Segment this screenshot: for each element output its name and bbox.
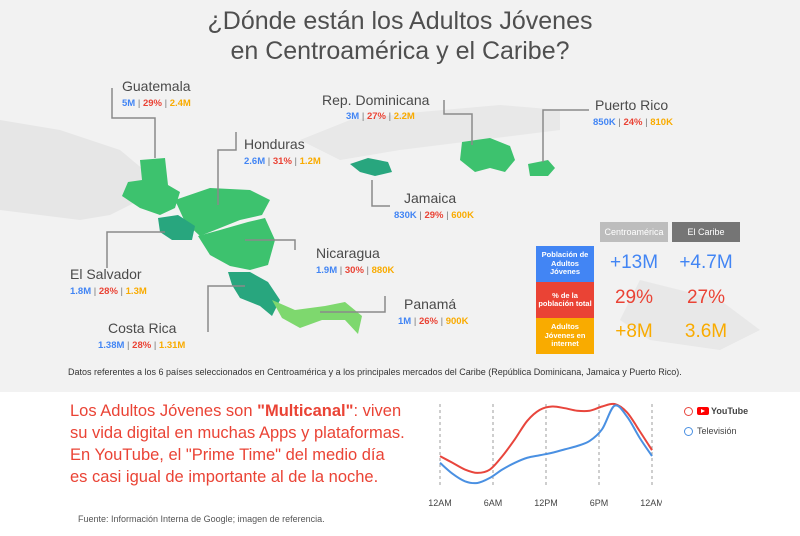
table-label-porcentaje: % de la población total xyxy=(536,282,594,318)
map-svg xyxy=(0,88,760,350)
legend-youtube-label: YouTube xyxy=(711,406,749,416)
jamaica-connector xyxy=(371,180,390,207)
legend-youtube-marker xyxy=(684,406,693,416)
legend-tv-label: Televisión xyxy=(697,426,737,436)
youtube-logo-icon xyxy=(697,407,709,415)
costa-rica-name: Costa Rica xyxy=(108,320,177,336)
multichannel-post: : viven su vida digital en muchas Apps y… xyxy=(70,402,405,486)
el-salvador-stats: 1.8M | 28% | 1.3M xyxy=(70,286,147,297)
multichannel-bold: "Multicanal" xyxy=(257,402,354,420)
x-tick-label: 12AM xyxy=(428,498,452,508)
title-line-1: ¿Dónde están los Adultos Jóvenes xyxy=(207,7,593,35)
panama-stats: 1M | 26% | 900K xyxy=(398,316,469,327)
puerto-rico-stats: 850K | 24% | 810K xyxy=(593,117,673,128)
table-value-poblacion-caribe: +4.7M xyxy=(679,252,733,273)
el-salvador-shape xyxy=(158,215,195,240)
source-note: Fuente: Información Interna de Google; i… xyxy=(78,514,325,524)
rep-dominicana-name: Rep. Dominicana xyxy=(322,92,430,108)
puerto-rico-name: Puerto Rico xyxy=(595,97,669,113)
table-header-caribe: El Caribe xyxy=(672,222,740,242)
nicaragua-shape xyxy=(198,218,275,270)
honduras-name: Honduras xyxy=(244,136,305,152)
table-header-centroamerica: Centroamérica xyxy=(600,222,668,242)
honduras-shape xyxy=(175,188,270,236)
panama-shape xyxy=(272,300,362,334)
jamaica-shape xyxy=(350,158,392,176)
guatemala-connector xyxy=(111,88,156,158)
costa-rica-connector xyxy=(207,285,245,332)
panama-name: Panamá xyxy=(404,296,457,312)
x-tick-label: 6AM xyxy=(484,498,503,508)
nicaragua-stats: 1.9M | 30% | 880K xyxy=(316,265,395,276)
rep-dominicana-connector xyxy=(443,100,473,145)
x-tick-label: 12AM xyxy=(640,498,662,508)
multichannel-pre: Los Adultos Jóvenes son xyxy=(70,402,258,420)
costa-rica-stats: 1.38M | 28% | 1.31M xyxy=(98,340,186,351)
guatemala-shape xyxy=(122,158,180,215)
table-value-porcentaje-centroamerica: 29% xyxy=(614,287,654,308)
legend-youtube: YouTube xyxy=(684,406,748,416)
panama-connector xyxy=(320,296,386,313)
puerto-rico-shape xyxy=(528,160,555,176)
data-note: Datos referentes a los 6 países seleccio… xyxy=(68,367,682,377)
nicaragua-connector xyxy=(245,239,296,250)
nicaragua-name: Nicaragua xyxy=(316,245,380,261)
cuba-shape xyxy=(300,105,560,160)
title-line-2: en Centroamérica y el Caribe? xyxy=(230,37,570,65)
x-tick-label: 6PM xyxy=(590,498,609,508)
dominican-republic-shape xyxy=(460,138,515,172)
guatemala-stats: 5M | 29% | 2.4M xyxy=(122,98,191,109)
series-line-youtube xyxy=(439,402,653,474)
jamaica-name: Jamaica xyxy=(404,190,457,206)
x-tick-label: 12PM xyxy=(534,498,558,508)
mexico-shape xyxy=(0,120,150,220)
series-line-televisión xyxy=(439,404,653,485)
guatemala-name: Guatemala xyxy=(122,78,191,94)
honduras-stats: 2.6M | 31% | 1.2M xyxy=(244,156,321,167)
table-value-poblacion-centroamerica: +13M xyxy=(609,252,659,273)
jamaica-stats: 830K | 29% | 600K xyxy=(394,210,474,221)
el-salvador-name: El Salvador xyxy=(70,266,142,282)
table-value-internet-caribe: 3.6M xyxy=(684,321,728,342)
rep-dominicana-stats: 3M | 27% | 2.2M xyxy=(346,111,415,122)
honduras-connector xyxy=(217,132,237,205)
legend-tv-marker xyxy=(684,426,693,436)
el-salvador-connector xyxy=(106,231,165,268)
multichannel-text: Los Adultos Jóvenes son "Multicanal": vi… xyxy=(70,400,405,488)
table-label-internet: Adultos Jóvenes en internet xyxy=(536,318,594,354)
usage-line-chart: 12AM 6AM 12PM 6PM 12AM xyxy=(428,402,662,508)
costa-rica-shape xyxy=(228,272,280,316)
table-value-internet-centroamerica: +8M xyxy=(615,321,653,342)
page-title: ¿Dónde están los Adultos Jóvenes en Cent… xyxy=(0,6,800,66)
table-value-porcentaje-caribe: 27% xyxy=(686,287,726,308)
south-america-shape xyxy=(620,280,760,350)
puerto-rico-connector xyxy=(542,109,589,162)
legend-tv: Televisión xyxy=(684,426,737,436)
table-label-poblacion: Población de Adultos Jóvenes xyxy=(536,246,594,282)
